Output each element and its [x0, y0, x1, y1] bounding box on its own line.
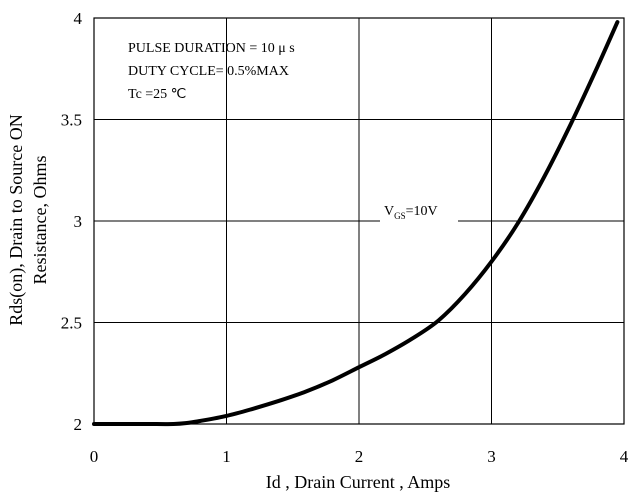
x-tick-label: 4	[620, 447, 629, 466]
rds-on-curve	[92, 20, 620, 427]
x-tick-label: 2	[355, 447, 364, 466]
series-label-main: V	[384, 204, 394, 219]
series-label-vgs: VGS=10V	[380, 199, 458, 223]
note-case-temperature: Tc =25 ℃	[128, 87, 186, 102]
y-tick-label: 3	[74, 212, 83, 231]
x-tick-label: 1	[222, 447, 231, 466]
note-duty-cycle: DUTY CYCLE= 0.5%MAX	[128, 64, 289, 79]
note-pulse-duration: PULSE DURATION = 10 μ s	[128, 41, 295, 56]
y-tick-label: 2	[74, 415, 83, 434]
y-axis-label-line-1: Rds(on), Drain to Source ON	[6, 114, 27, 325]
grid-lines	[94, 18, 624, 424]
y-tick-label: 2.5	[61, 314, 82, 333]
series-label-rest: =10V	[406, 204, 438, 219]
y-tick-label: 3.5	[61, 111, 82, 130]
x-tick-label: 3	[487, 447, 496, 466]
x-tick-label: 0	[90, 447, 99, 466]
y-axis-label-line-2: Resistance, Ohms	[30, 156, 50, 285]
y-tick-label: 4	[74, 9, 83, 28]
tick-labels: 0 1 2 3 4 2 2.5 3 3.5 4	[61, 9, 629, 466]
series-label-sub: GS	[394, 211, 406, 221]
plot-frame	[93, 17, 625, 425]
test-conditions-note: PULSE DURATION = 10 μ s DUTY CYCLE= 0.5%…	[128, 41, 295, 102]
series-label-background	[380, 199, 458, 223]
x-axis-label: Id , Drain Current , Amps	[266, 472, 450, 492]
series-label-text: VGS=10V	[384, 204, 438, 221]
y-axis-label: Rds(on), Drain to Source ON Resistance, …	[6, 114, 50, 325]
